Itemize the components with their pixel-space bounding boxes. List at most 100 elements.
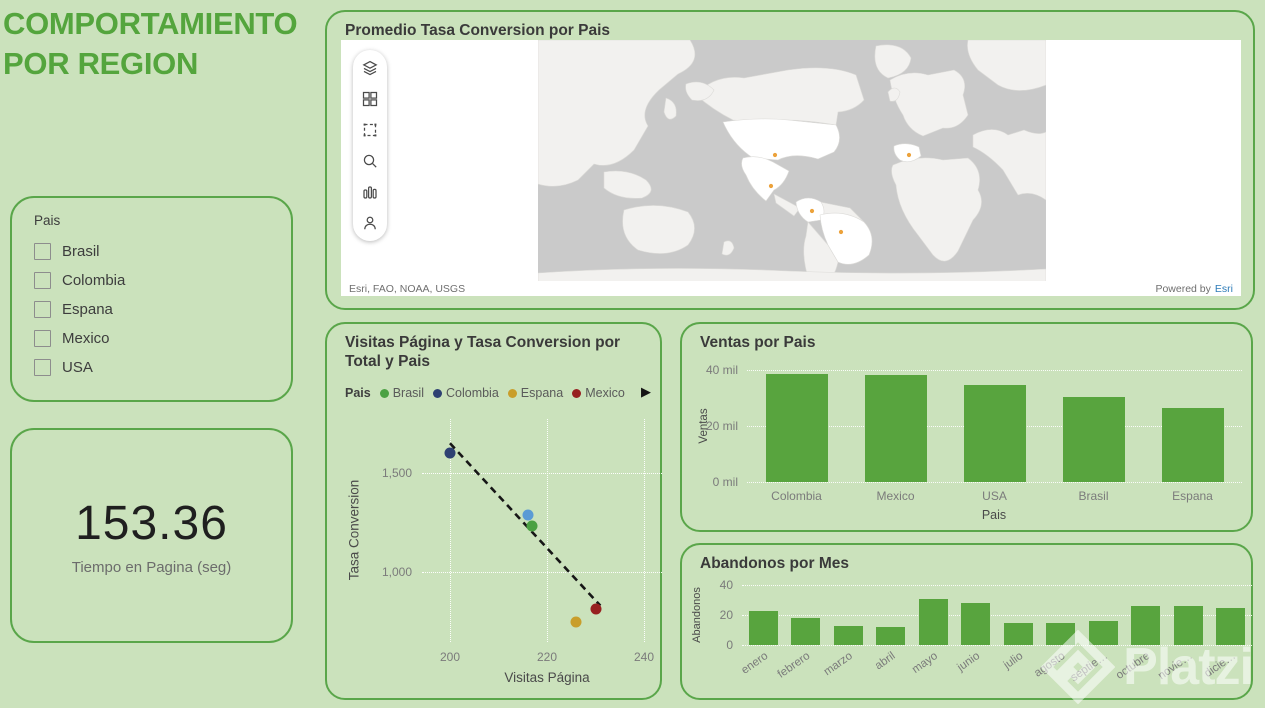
layers-icon xyxy=(362,60,378,76)
filter-option-brasil[interactable]: Brasil xyxy=(34,237,291,266)
filter-option-espana[interactable]: Espana xyxy=(34,295,291,324)
map-person-button[interactable] xyxy=(361,214,379,232)
map-point-usa[interactable] xyxy=(771,151,779,159)
bar-column: septie… xyxy=(1069,585,1125,684)
y-tick-label: 0 mil xyxy=(712,475,738,489)
bar-column: abril xyxy=(870,585,913,672)
category-label: julio xyxy=(1001,650,1026,672)
bar-usa[interactable] xyxy=(963,385,1026,482)
legend-item-colombia[interactable]: Colombia xyxy=(432,386,499,400)
bar-julio[interactable] xyxy=(1003,622,1033,645)
bar-column: Colombia xyxy=(747,370,846,503)
bar-agosto[interactable] xyxy=(1046,622,1076,645)
category-label: septie… xyxy=(1068,650,1111,685)
page-title: COMPORTAMIENTO POR REGION xyxy=(3,6,298,82)
legend-item-mexico[interactable]: Mexico xyxy=(572,386,625,400)
esri-link[interactable]: Esri xyxy=(1214,282,1233,295)
bar-column: agosto xyxy=(1032,585,1083,680)
scatter-legend: Pais Brasil Colombia Espana Mexico xyxy=(345,386,634,400)
bar-dicie[interactable] xyxy=(1216,607,1246,645)
bar-column: USA xyxy=(945,370,1044,503)
legend-dot xyxy=(432,388,442,398)
map-point-espana[interactable] xyxy=(905,151,913,159)
bar-abril[interactable] xyxy=(876,627,906,645)
map-point-colombia[interactable] xyxy=(808,207,816,215)
checkbox-colombia[interactable] xyxy=(34,272,51,289)
y-tick-label: 40 xyxy=(719,578,733,592)
category-label: febrero xyxy=(775,650,813,681)
bar-mexico[interactable] xyxy=(864,375,927,482)
map-point-mexico[interactable] xyxy=(767,182,775,190)
category-label: Espana xyxy=(1172,489,1213,503)
basemap-gallery-icon xyxy=(362,91,378,107)
category-label: Mexico xyxy=(876,489,915,503)
gridline-y xyxy=(422,572,662,573)
checkbox-label: Mexico xyxy=(62,330,110,347)
map-chart-button[interactable] xyxy=(361,183,379,201)
scatter-x-axis-title: Visitas Página xyxy=(504,670,590,685)
category-label: USA xyxy=(982,489,1007,503)
bar-column: junio xyxy=(955,585,998,674)
ventas-x-axis-title: Pais xyxy=(981,508,1007,522)
bar-octubre[interactable] xyxy=(1131,606,1161,645)
scatter-point-mexico[interactable] xyxy=(590,603,601,615)
scatter-title: Visitas Página y Tasa Conversion por Tot… xyxy=(345,334,621,371)
category-label: abril xyxy=(872,650,898,673)
bar-espana[interactable] xyxy=(1161,408,1224,482)
abandonos-y-axis-title: Abandonos xyxy=(691,587,703,643)
filter-option-usa[interactable]: USA xyxy=(34,353,291,382)
map-title: Promedio Tasa Conversion por Pais xyxy=(345,22,611,39)
checkbox-espana[interactable] xyxy=(34,301,51,318)
scatter-point-espana[interactable] xyxy=(570,616,582,627)
filter-option-colombia[interactable]: Colombia xyxy=(34,266,291,295)
bar-brasil[interactable] xyxy=(1062,396,1125,482)
search-icon xyxy=(363,154,377,168)
scatter-point-colombia[interactable] xyxy=(444,447,456,459)
gridline-y xyxy=(742,645,1252,646)
legend-dot xyxy=(572,388,582,398)
abandonos-plot: 0 20 40 enero febrero marzo abril mayo junio juli… xyxy=(720,578,1253,684)
bars: Colombia Mexico USA Brasil Espana xyxy=(747,370,1242,503)
bars: enero febrero marzo abril mayo junio julio agos… xyxy=(739,585,1253,684)
checkbox-brasil[interactable] xyxy=(34,243,51,260)
bar-column: novie… xyxy=(1156,585,1210,682)
map-layers-button[interactable] xyxy=(361,59,379,77)
gridline-x xyxy=(450,419,451,642)
pais-filter-list: Brasil Colombia Espana Mexico USA xyxy=(34,237,291,382)
bar-column: Mexico xyxy=(846,370,945,503)
bar-febrero[interactable] xyxy=(791,618,821,645)
bar-enero[interactable] xyxy=(748,610,778,645)
bar-colombia[interactable] xyxy=(765,373,828,482)
bar-mayo[interactable] xyxy=(918,598,948,645)
checkbox-mexico[interactable] xyxy=(34,330,51,347)
checkbox-label: USA xyxy=(62,359,93,376)
x-tick-label: 220 xyxy=(536,650,558,664)
scatter-point-brasil[interactable] xyxy=(526,520,538,532)
map-canvas[interactable]: Esri, FAO, NOAA, USGS Powered by Esri xyxy=(341,40,1241,296)
legend-item-espana[interactable]: Espana xyxy=(507,386,563,400)
map-point-brasil[interactable] xyxy=(837,228,845,236)
bar-marzo[interactable] xyxy=(833,625,863,645)
kpi-label: Tiempo en Pagina (seg) xyxy=(71,558,232,576)
map-search-button[interactable] xyxy=(361,152,379,170)
map-selection-button[interactable] xyxy=(361,121,379,139)
bar-septie[interactable] xyxy=(1088,621,1118,645)
bar-novie[interactable] xyxy=(1173,606,1203,645)
map-basemap-button[interactable] xyxy=(361,90,379,108)
bar-junio[interactable] xyxy=(961,603,991,645)
filter-option-mexico[interactable]: Mexico xyxy=(34,324,291,353)
category-label: novie… xyxy=(1156,650,1196,683)
legend-dot xyxy=(507,388,517,398)
legend-scroll-right-icon[interactable]: ▶ xyxy=(641,384,651,399)
chart-icon xyxy=(363,186,377,199)
category-label: octubre xyxy=(1114,650,1153,682)
legend-item-brasil[interactable]: Brasil xyxy=(379,386,424,400)
scatter-point-usa[interactable] xyxy=(522,509,534,521)
category-label: Brasil xyxy=(1078,489,1109,503)
ventas-y-axis-title: Ventas xyxy=(698,408,710,444)
category-label: junio xyxy=(955,650,983,674)
x-tick-label: 200 xyxy=(439,650,461,664)
bar-column: dicie… xyxy=(1202,585,1253,680)
checkbox-label: Brasil xyxy=(62,243,100,260)
checkbox-usa[interactable] xyxy=(34,359,51,376)
